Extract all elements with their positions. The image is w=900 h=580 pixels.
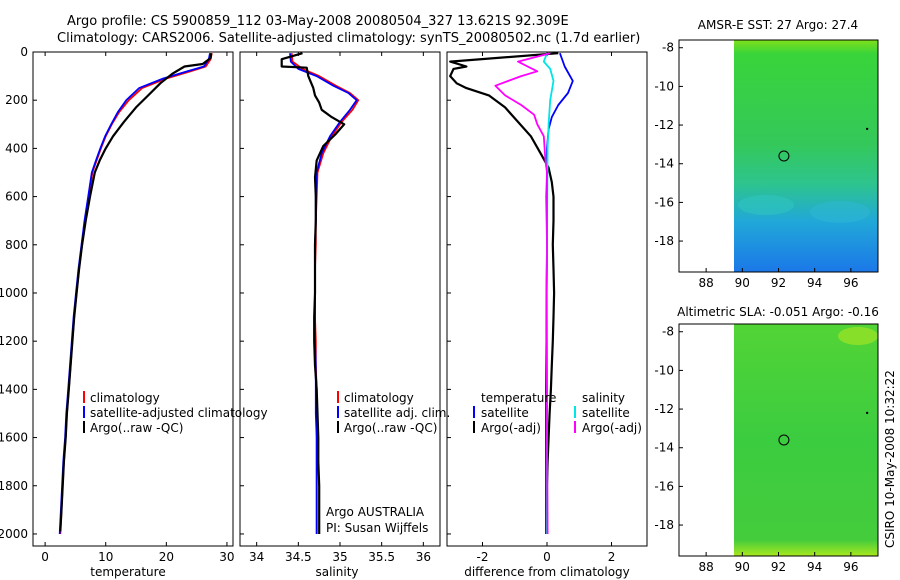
map-y-tick-label: -12 bbox=[654, 402, 674, 416]
series-line-salinity-argo-adj- bbox=[494, 52, 551, 535]
map-y-tick-label: -12 bbox=[654, 118, 674, 132]
legend-heading-salinity: salinity bbox=[582, 391, 625, 405]
series-line-argo-raw-qc- bbox=[59, 53, 213, 532]
legend-label-argo: Argo(..raw -QC) bbox=[90, 421, 183, 435]
legend-label-satellite-adjusted: satellite-adjusted climatology bbox=[90, 406, 268, 420]
map-x-tick-label: 92 bbox=[771, 560, 786, 574]
map-y-tick-label: -16 bbox=[654, 479, 674, 493]
salinity-axes-box bbox=[239, 51, 441, 547]
x-tick-label: 0 bbox=[543, 550, 551, 564]
legend-label-diff-temp-argo: Argo(-adj) bbox=[481, 421, 541, 435]
y-tick-label: 1600 bbox=[0, 431, 28, 445]
map-y-tick-label: -8 bbox=[662, 325, 674, 339]
y-tick-label: 600 bbox=[5, 190, 28, 204]
map-x-tick-label: 94 bbox=[807, 560, 822, 574]
series-line-satellite-adj-clim- bbox=[289, 53, 358, 534]
y-tick-label: 800 bbox=[5, 238, 28, 252]
y-tick-label: 1200 bbox=[0, 334, 28, 348]
map-y-tick-label: -14 bbox=[654, 441, 674, 455]
annotation-argo-australia: Argo AUSTRALIA bbox=[326, 505, 425, 519]
temperature-xlabel: temperature bbox=[90, 565, 165, 579]
salinity-legend: climatology satellite adj. clim. Argo(..… bbox=[337, 391, 450, 435]
x-tick-label: 36 bbox=[416, 550, 431, 564]
map-y-tick-label: -8 bbox=[662, 41, 674, 55]
figure-title-line2: Climatology: CARS2006. Satellite-adjuste… bbox=[57, 31, 640, 46]
credit-timestamp: CSIRO 10-May-2008 10:32:22 bbox=[883, 370, 897, 548]
sla-float-position-marker bbox=[778, 434, 790, 446]
map-x-tick-label: 92 bbox=[771, 276, 786, 290]
sla-map-panel: Altimetric SLA: -0.051 Argo: -0.16 88 90 9… bbox=[654, 305, 879, 574]
x-tick-label: 35.5 bbox=[368, 550, 395, 564]
sst-cool-patch-east bbox=[810, 201, 870, 223]
y-tick-label: 400 bbox=[5, 141, 28, 155]
legend-label-diff-sal-argo: Argo(-adj) bbox=[582, 421, 642, 435]
series-line-argo-raw-qc- bbox=[280, 52, 346, 534]
map-y-tick-label: -10 bbox=[654, 363, 674, 377]
y-tick-label: 200 bbox=[5, 93, 28, 107]
map-x-tick-label: 94 bbox=[807, 276, 822, 290]
x-tick-label: 34 bbox=[249, 550, 264, 564]
x-tick-label: 35 bbox=[332, 550, 347, 564]
sst-map-dot bbox=[865, 127, 869, 131]
annotation-pi-name: PI: Susan Wijffels bbox=[326, 521, 428, 535]
sst-float-position-marker bbox=[778, 150, 790, 162]
y-tick-label: 1400 bbox=[0, 382, 28, 396]
sst-map-panel: AMSR-E SST: 27 Argo: 27.4 88 90 92 94 96 -8 -1… bbox=[654, 18, 879, 290]
map-y-tick-label: -16 bbox=[654, 195, 674, 209]
map-x-tick-label: 96 bbox=[843, 560, 858, 574]
legend-label-climatology: climatology bbox=[90, 391, 160, 405]
salinity-xlabel: salinity bbox=[315, 565, 358, 579]
sst-map-field bbox=[734, 40, 878, 272]
sla-map-title: Altimetric SLA: -0.051 Argo: -0.16 bbox=[677, 305, 879, 319]
salinity-panel: 34 34.5 35 35.5 36 salinity climatology sate… bbox=[239, 51, 450, 579]
sst-cool-patch bbox=[738, 195, 794, 215]
legend-label-sal-satellite: satellite adj. clim. bbox=[344, 406, 450, 420]
series-line-satellite-adjusted-climatology bbox=[58, 53, 211, 535]
legend-label-diff-sal-satellite: satellite bbox=[582, 406, 630, 420]
map-x-tick-label: 88 bbox=[698, 276, 713, 290]
figure-title-line1: Argo profile: CS 5900859_112 03-May-2008… bbox=[67, 14, 569, 29]
x-tick-label: 10 bbox=[98, 550, 113, 564]
x-tick-label: 0 bbox=[41, 550, 49, 564]
map-x-tick-label: 96 bbox=[843, 276, 858, 290]
map-x-tick-label: 88 bbox=[698, 560, 713, 574]
x-tick-label: 34.5 bbox=[285, 550, 312, 564]
x-tick-label: 30 bbox=[219, 550, 234, 564]
sla-high-patch bbox=[838, 327, 878, 345]
temperature-panel: 0 10 20 30 0 200 400 600 800 1000 1200 1400 1600 1800… bbox=[0, 45, 268, 579]
sst-map-title: AMSR-E SST: 27 Argo: 27.4 bbox=[698, 18, 858, 32]
x-tick-label: 20 bbox=[159, 550, 174, 564]
temperature-legend: climatology satellite-adjusted climatolo… bbox=[83, 391, 268, 435]
sla-map-field bbox=[734, 324, 878, 556]
sla-map-dot bbox=[865, 411, 869, 415]
series-line-temperature-satellite bbox=[545, 52, 574, 534]
series-line-temperature-argo-adj- bbox=[449, 52, 559, 534]
series-line-climatology bbox=[290, 53, 360, 534]
y-tick-label: 1000 bbox=[0, 286, 28, 300]
legend-label-sal-climatology: climatology bbox=[344, 391, 414, 405]
difference-legend: temperature satellite Argo(-adj) salinit… bbox=[473, 391, 642, 435]
difference-xlabel: difference from climatology bbox=[464, 565, 630, 579]
map-y-tick-label: -18 bbox=[654, 234, 674, 248]
difference-panel: -2 0 2 difference from climatology tempera… bbox=[446, 51, 648, 579]
y-tick-label: 1800 bbox=[0, 479, 28, 493]
y-tick-label: 2000 bbox=[0, 527, 28, 541]
map-y-tick-label: -10 bbox=[654, 79, 674, 93]
temperature-axes-box bbox=[32, 51, 234, 547]
legend-heading-temperature: temperature bbox=[481, 391, 556, 405]
x-tick-label: 2 bbox=[608, 550, 616, 564]
map-y-tick-label: -18 bbox=[654, 518, 674, 532]
map-x-tick-label: 90 bbox=[735, 276, 750, 290]
y-tick-label: 0 bbox=[20, 45, 28, 59]
legend-label-diff-temp-satellite: satellite bbox=[481, 406, 529, 420]
series-line-climatology bbox=[59, 53, 213, 535]
legend-label-sal-argo: Argo(..raw -QC) bbox=[344, 421, 437, 435]
map-x-tick-label: 90 bbox=[735, 560, 750, 574]
x-tick-label: -2 bbox=[476, 550, 488, 564]
map-y-tick-label: -14 bbox=[654, 157, 674, 171]
